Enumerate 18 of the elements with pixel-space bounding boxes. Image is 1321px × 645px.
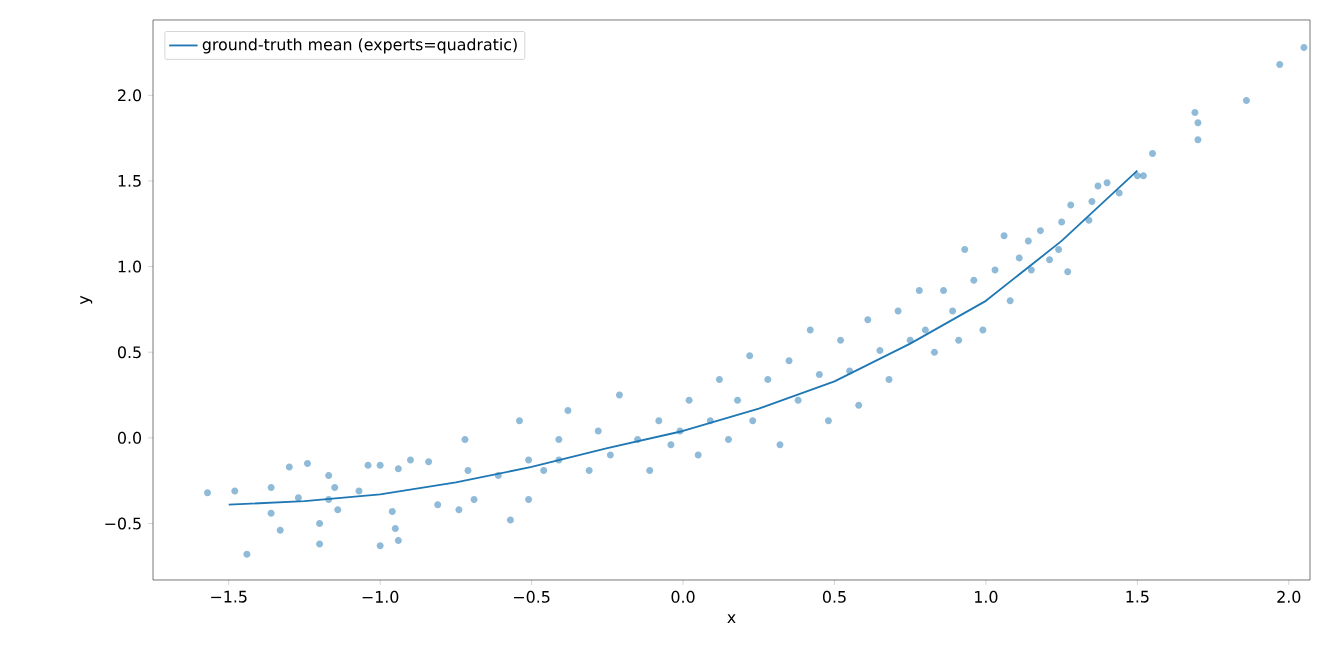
y-tick-label: 1.5 <box>118 175 141 187</box>
y-axis-title: y <box>80 295 93 305</box>
y-tick-label: 1.0 <box>118 260 142 273</box>
x-tick-label: −0.5 <box>514 590 550 603</box>
x-tick-label: 1.0 <box>975 590 998 603</box>
y-tick-label: −0.5 <box>105 517 141 530</box>
x-tick-label: 1.5 <box>1126 590 1149 603</box>
x-axis-title: x <box>727 614 736 623</box>
x-tick-label: 0.5 <box>822 590 846 603</box>
x-tick-label: 2.0 <box>1277 590 1301 603</box>
x-tick-label: −1.5 <box>211 590 247 603</box>
y-tick-label: 0.5 <box>117 346 141 359</box>
y-tick-label: 2.0 <box>118 89 142 102</box>
legend-label: ground-truth mean (experts=quadratic) <box>202 38 517 54</box>
x-tick-label: 0.0 <box>671 590 695 603</box>
line-series <box>227 169 1139 506</box>
y-tick-label: 0.0 <box>117 431 142 444</box>
x-tick-label: −1.0 <box>362 590 399 603</box>
